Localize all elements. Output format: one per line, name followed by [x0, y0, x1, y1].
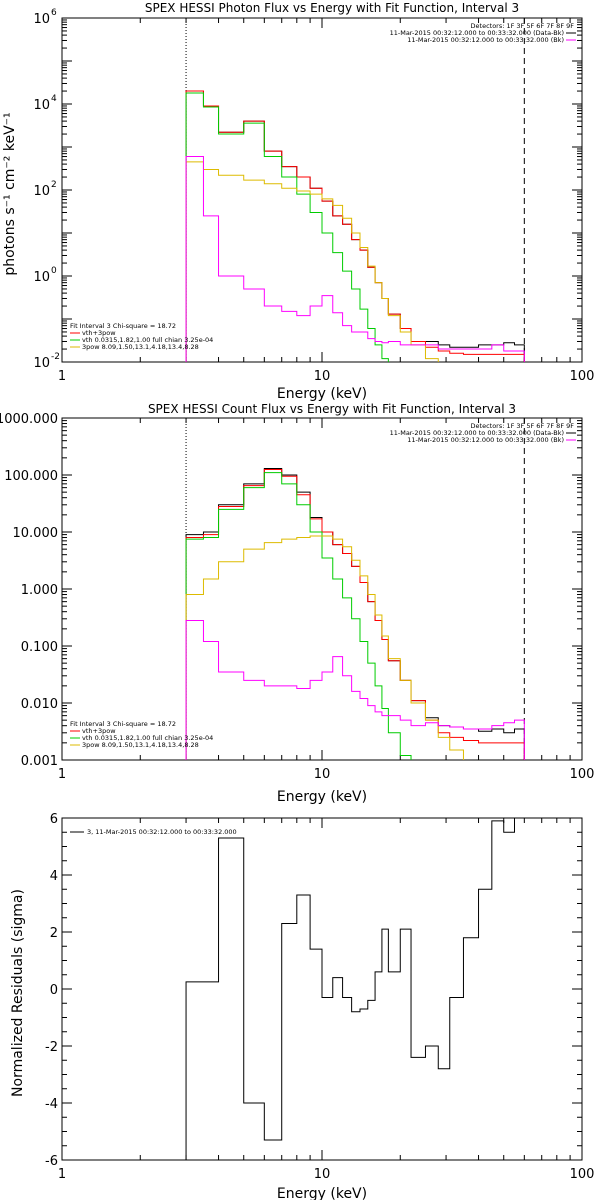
y-tick-exponent: -2 [51, 352, 60, 362]
chart-panel-2: SPEX HESSI Count Flux vs Energy with Fit… [0, 402, 595, 805]
x-axis-label: Energy (keV) [277, 386, 367, 402]
chart-title: SPEX HESSI Count Flux vs Energy with Fit… [148, 402, 516, 416]
y-tick-label: 6 [50, 812, 58, 827]
y-tick-label: 10 [33, 98, 50, 113]
x-tick-label: 100 [570, 1167, 595, 1182]
y-tick-label: 10 [33, 184, 50, 199]
y-tick-label: -2 [45, 1040, 58, 1055]
y-tick-label: 4 [50, 869, 58, 884]
x-axis-label: Energy (keV) [277, 789, 367, 805]
x-tick-label: 1 [58, 767, 66, 782]
fit-legend-entry: 3pow 8.09,1.50,13.1,4.18,13.4,8.28 [82, 741, 199, 749]
plot-frame [61, 417, 583, 761]
series-vth-3pow [185, 90, 525, 362]
y-tick-label: 10 [33, 356, 50, 371]
fit-legend-entry: 3pow 8.09,1.50,13.1,4.18,13.4,8.28 [82, 343, 199, 351]
series-vth-3pow [185, 468, 525, 760]
x-tick-label: 10 [314, 369, 331, 384]
time-range-label: 11-Mar-2015 00:32:12.000 to 00:33:32.000… [390, 429, 564, 437]
fit-legend-entry: vth 0.0315,1.82,1.00 full chian 3.25e-04 [82, 336, 213, 344]
fit-legend-header: Fit Interval 3 Chi-square = 18.72 [70, 720, 176, 728]
detectors-label: Detectors: 1F 3F 5F 6F 7F 8F 9F [471, 422, 575, 430]
time-range-label: 11-Mar-2015 00:32:12.000 to 00:33:32.000… [407, 36, 564, 44]
plot-frame [61, 17, 583, 363]
chart-title: SPEX HESSI Photon Flux vs Energy with Fi… [145, 1, 519, 15]
y-tick-exponent: 6 [51, 8, 57, 18]
x-tick-label: 10 [314, 767, 331, 782]
y-tick-label: 10 [33, 270, 50, 285]
y-tick-label: 0.010 [21, 697, 58, 712]
time-range-label: 11-Mar-2015 00:32:12.000 to 00:33:32.000… [390, 29, 564, 37]
series-bk [185, 156, 525, 362]
y-tick-label: 0 [50, 983, 58, 998]
y-tick-label: -4 [45, 1097, 58, 1112]
residual-legend-entry: 3, 11-Mar-2015 00:32:12.000 to 00:33:32.… [87, 828, 237, 836]
series-3-11-mar-2015-00-32-12-000-to-00-33-32-000 [185, 818, 515, 1160]
detectors-label: Detectors: 1F 3F 5F 6F 7F 8F 9F [471, 22, 575, 30]
y-tick-label: 1.000 [21, 583, 58, 598]
y-tick-label: 10 [33, 12, 50, 27]
series-bk [185, 620, 525, 760]
y-axis-label: photons s⁻¹ cm⁻² keV⁻¹ [2, 112, 18, 275]
series-vth [185, 472, 412, 760]
series-group [185, 818, 515, 1160]
series-vth [185, 92, 389, 362]
time-range-label: 11-Mar-2015 00:32:12.000 to 00:33:32.000… [407, 436, 564, 444]
y-tick-label: -6 [45, 1154, 58, 1169]
y-tick-label: 0.100 [21, 640, 58, 655]
fit-legend-header: Fit Interval 3 Chi-square = 18.72 [70, 322, 176, 330]
y-axis-label: Normalized Residuals (sigma) [10, 889, 26, 1097]
y-tick-exponent: 2 [51, 180, 57, 190]
fit-legend-entry: vth+3pow [82, 329, 116, 337]
x-tick-label: 1 [58, 369, 66, 384]
y-tick-exponent: 0 [51, 266, 57, 276]
y-tick-label: 1000.000 [0, 412, 58, 427]
y-tick-label: 10.000 [13, 526, 59, 541]
y-tick-label: 100.000 [4, 469, 58, 484]
series-3pow [185, 535, 464, 760]
y-tick-exponent: 4 [51, 94, 57, 104]
series-group [185, 468, 525, 760]
chart-panel-1: SPEX HESSI Photon Flux vs Energy with Fi… [2, 1, 595, 402]
x-tick-label: 1 [58, 1167, 66, 1182]
fit-legend-entry: vth 0.0315,1.82,1.00 full chian 3.25e-04 [82, 734, 213, 742]
x-tick-label: 100 [570, 767, 595, 782]
series-3pow [185, 161, 439, 362]
x-axis-label: Energy (keV) [277, 1186, 367, 1200]
plot-frame [61, 817, 583, 1161]
fit-legend-entry: vth+3pow [82, 727, 116, 735]
series-data-bk [185, 468, 525, 760]
x-tick-label: 10 [314, 1167, 331, 1182]
x-tick-label: 100 [570, 369, 595, 384]
y-tick-label: 0.001 [21, 754, 58, 769]
series-group [185, 90, 525, 362]
chart-panel-3: 1 10 100 -6 -4 -2 0 2 4 6 Energy (keV) Normalized R… [10, 812, 594, 1200]
y-tick-label: 2 [50, 926, 58, 941]
